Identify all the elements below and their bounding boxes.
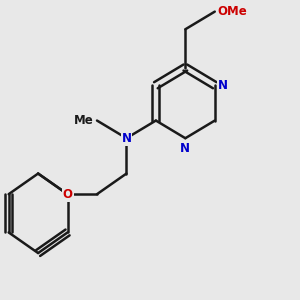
Text: N: N xyxy=(180,142,190,155)
Text: N: N xyxy=(218,79,228,92)
Text: O: O xyxy=(63,188,73,201)
Text: OMe: OMe xyxy=(218,5,247,18)
Text: N: N xyxy=(122,132,131,145)
Text: Me: Me xyxy=(74,114,94,127)
